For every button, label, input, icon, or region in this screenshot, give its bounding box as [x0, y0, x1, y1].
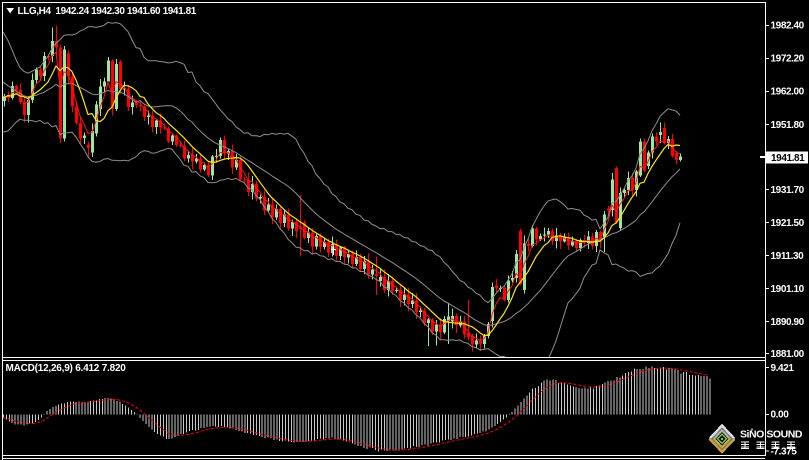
svg-text:LLG,H4 1942.24 1942.30 1941.6: LLG,H4 1942.24 1942.30 1941.60 1941.81: [18, 6, 197, 17]
svg-text:1911.30: 1911.30: [771, 251, 805, 262]
svg-text:1962.00: 1962.00: [771, 87, 805, 98]
svg-text:1901.10: 1901.10: [771, 284, 805, 295]
svg-text:9.421: 9.421: [771, 363, 795, 374]
svg-text:1921.50: 1921.50: [771, 218, 805, 229]
svg-text:1881.00: 1881.00: [771, 349, 805, 360]
svg-text:1931.70: 1931.70: [771, 185, 805, 196]
svg-text:MACD(12,26,9) 6.412 7.820: MACD(12,26,9) 6.412 7.820: [6, 363, 127, 374]
svg-text:SiNO SOUND: SiNO SOUND: [740, 429, 803, 441]
svg-text:-7.375: -7.375: [771, 446, 798, 457]
svg-text:1982.40: 1982.40: [771, 21, 805, 32]
svg-text:1972.20: 1972.20: [771, 54, 805, 65]
svg-text:1890.90: 1890.90: [771, 317, 805, 328]
svg-text:0.00: 0.00: [771, 410, 790, 421]
svg-text:1951.80: 1951.80: [771, 120, 805, 131]
svg-text:1941.81: 1941.81: [771, 153, 805, 164]
